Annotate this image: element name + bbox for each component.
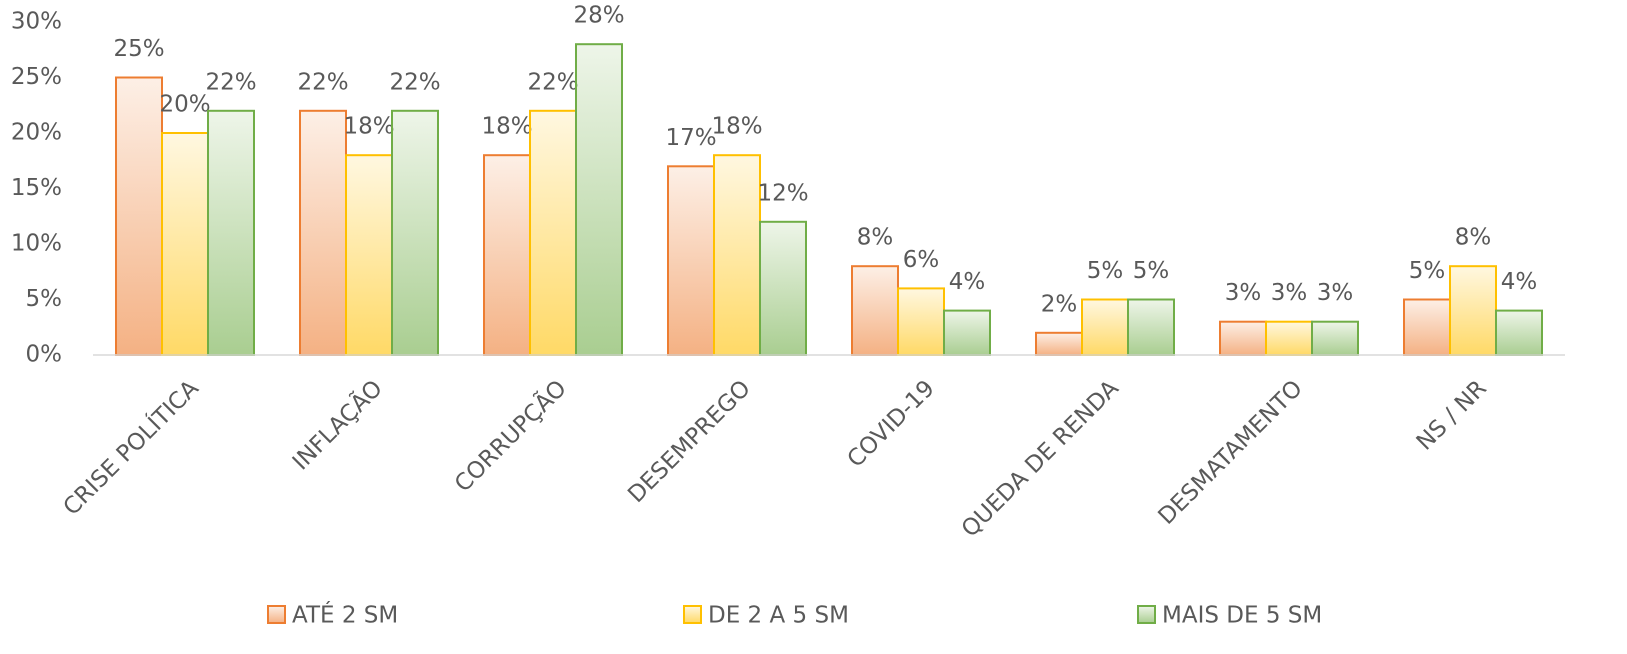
bar [1127,298,1175,356]
bar [483,154,531,356]
data-label: 3% [1317,280,1354,306]
data-label: 22% [297,69,348,95]
x-tick-label: INFLAÇÃO [286,374,387,475]
data-label: 6% [903,247,940,273]
bar [759,220,807,356]
bar [115,76,163,356]
bar [1495,309,1543,357]
data-label: 5% [1409,258,1446,284]
data-label: 22% [527,69,578,95]
bar [667,165,715,356]
y-tick-label: 5% [26,286,63,312]
data-label: 8% [1455,225,1492,251]
y-tick-label: 10% [11,231,62,257]
bar [851,265,899,357]
x-tick-label: COVID-19 [843,375,940,472]
data-label: 12% [757,180,808,206]
bar [1219,320,1267,357]
data-label: 22% [205,69,256,95]
y-tick-label: 30% [11,9,62,35]
y-tick-label: 15% [11,175,62,201]
bar [345,154,393,356]
legend-swatch [1137,605,1156,624]
bar [1265,320,1313,357]
data-label: 2% [1041,291,1078,317]
bar [1311,320,1359,357]
legend-swatch [267,605,286,624]
data-label: 3% [1271,280,1308,306]
x-tick-label: NS / NR [1412,375,1492,455]
legend-label: MAIS DE 5 SM [1162,603,1322,629]
x-tick-label: CRISE POLÍTICA [57,374,204,521]
bar [161,132,209,356]
x-tick-label: DESMATAMENTO [1153,375,1307,529]
bar [897,287,945,356]
bar [713,154,761,356]
data-label: 28% [573,3,624,29]
bar [299,109,347,356]
bar [391,109,439,356]
legend-label: DE 2 A 5 SM [708,603,849,629]
data-label: 5% [1133,258,1170,284]
legend-swatch [683,605,702,624]
data-label: 20% [159,92,210,118]
data-label: 18% [343,114,394,140]
data-label: 3% [1225,280,1262,306]
bar [1449,265,1497,357]
data-label: 8% [857,225,894,251]
data-label: 17% [665,125,716,151]
y-tick-label: 25% [11,64,62,90]
x-tick-label: CORRUPÇÃO [449,374,572,497]
data-label: 4% [949,269,986,295]
data-label: 4% [1501,269,1538,295]
data-label: 25% [113,36,164,62]
bar [1081,298,1129,356]
bar [207,109,255,356]
bar [943,309,991,357]
y-tick-label: 0% [26,342,63,368]
data-label: 18% [481,114,532,140]
y-tick-label: 20% [11,120,62,146]
legend-label: ATÉ 2 SM [292,601,398,629]
x-tick-label: QUEDA DE RENDA [957,375,1124,542]
bar [1035,331,1083,356]
bar [1403,298,1451,356]
bar [575,43,623,356]
data-label: 5% [1087,258,1124,284]
data-label: 18% [711,114,762,140]
x-tick-label: DESEMPREGO [623,375,756,508]
bar [529,109,577,356]
data-label: 22% [389,69,440,95]
